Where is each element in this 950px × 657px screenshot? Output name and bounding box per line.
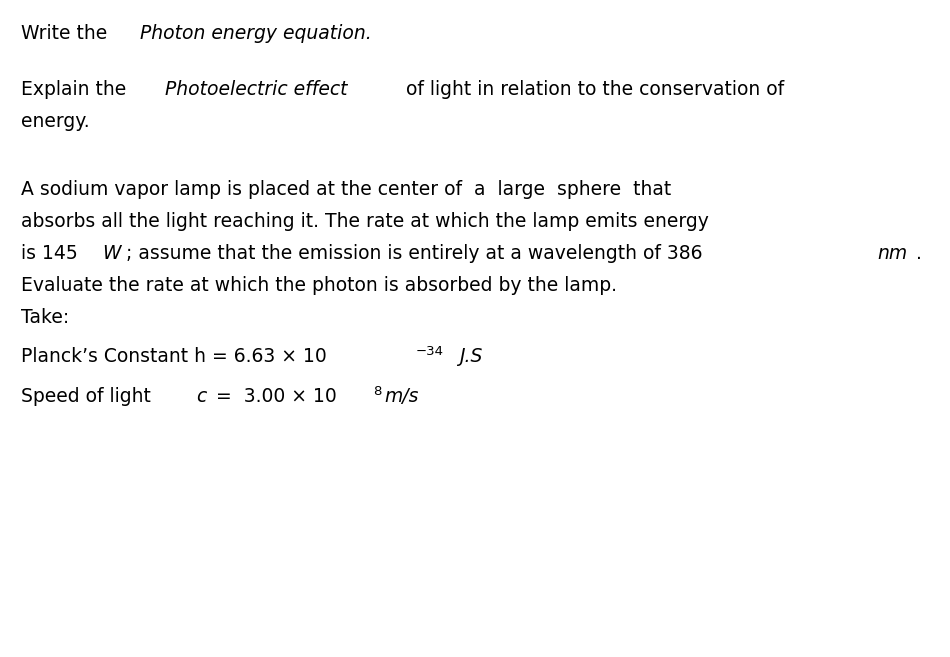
Text: Explain the: Explain the xyxy=(21,80,132,99)
Text: absorbs all the light reaching it. The rate at which the lamp emits energy: absorbs all the light reaching it. The r… xyxy=(21,212,709,231)
Text: Take:: Take: xyxy=(21,308,69,327)
Text: Write the: Write the xyxy=(21,24,113,43)
Text: m/s: m/s xyxy=(384,387,418,406)
Text: is 145: is 145 xyxy=(21,244,84,263)
Text: J.S: J.S xyxy=(460,347,483,366)
Text: W: W xyxy=(102,244,121,263)
Text: Photon energy equation.: Photon energy equation. xyxy=(140,24,371,43)
Text: Planck’s Constant h = 6.63 × 10: Planck’s Constant h = 6.63 × 10 xyxy=(21,347,327,366)
Text: of light in relation to the conservation of: of light in relation to the conservation… xyxy=(400,80,784,99)
Text: Speed of light: Speed of light xyxy=(21,387,157,406)
Text: Evaluate the rate at which the photon is absorbed by the lamp.: Evaluate the rate at which the photon is… xyxy=(21,276,617,295)
Text: 8: 8 xyxy=(373,385,382,398)
Text: A sodium vapor lamp is placed at the center of  a  large  sphere  that: A sodium vapor lamp is placed at the cen… xyxy=(21,180,672,199)
Text: nm: nm xyxy=(878,244,907,263)
Text: −34: −34 xyxy=(415,345,444,358)
Text: energy.: energy. xyxy=(21,112,89,131)
Text: Photoelectric effect: Photoelectric effect xyxy=(164,80,347,99)
Text: .: . xyxy=(917,244,922,263)
Text: =  3.00 × 10: = 3.00 × 10 xyxy=(210,387,336,406)
Text: ; assume that the emission is entirely at a wavelength of 386: ; assume that the emission is entirely a… xyxy=(125,244,709,263)
Text: c: c xyxy=(197,387,206,406)
